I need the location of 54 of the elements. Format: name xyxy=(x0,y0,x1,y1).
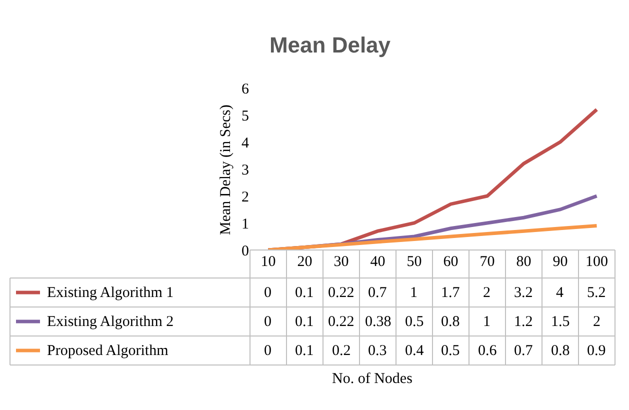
x-tick-label: 30 xyxy=(334,254,349,270)
data-label: 0 xyxy=(264,314,272,330)
data-label: 0 xyxy=(264,285,272,301)
data-label: 1 xyxy=(410,285,418,301)
data-label: 0.1 xyxy=(295,314,314,330)
x-tick-label: 60 xyxy=(443,254,458,270)
line-series xyxy=(266,224,598,250)
data-label: 0.4 xyxy=(405,343,424,359)
y-axis-title: Mean Delay (in Secs) xyxy=(218,104,234,235)
chart-title: Mean Delay xyxy=(269,32,392,58)
x-tick-label: 20 xyxy=(297,254,312,270)
data-label: 5.2 xyxy=(587,285,606,301)
data-label: 0.1 xyxy=(295,285,314,301)
x-tick-label: 50 xyxy=(406,254,422,270)
data-label: 0.3 xyxy=(368,343,387,359)
x-tick-label: 90 xyxy=(552,254,568,270)
y-tick-label: 2 xyxy=(242,189,249,206)
data-label: 0.5 xyxy=(441,343,460,359)
data-label: 0.9 xyxy=(587,343,606,359)
data-label: 0.22 xyxy=(328,314,354,330)
data-label: 0.1 xyxy=(295,343,314,359)
data-label: 0.5 xyxy=(405,314,424,330)
y-tick-label: 4 xyxy=(242,135,250,152)
x-tick-label: 70 xyxy=(480,254,495,270)
y-tick-label: 1 xyxy=(242,216,249,232)
legend-label: Existing Algorithm 1 xyxy=(47,285,174,301)
x-tick-label: 40 xyxy=(370,254,386,270)
x-tick-label: 100 xyxy=(586,254,608,270)
data-label: 0.8 xyxy=(441,314,460,330)
legend-label: Proposed Algorithm xyxy=(47,343,169,359)
data-label: 0.7 xyxy=(368,285,388,301)
data-label: 0 xyxy=(264,343,272,359)
data-label: 0.2 xyxy=(332,343,351,359)
y-tick-label: 3 xyxy=(242,162,249,178)
y-tick-label: 6 xyxy=(242,81,250,98)
x-tick-label: 80 xyxy=(516,254,532,270)
data-label: 1.5 xyxy=(551,314,570,330)
x-tick-label: 10 xyxy=(260,254,276,270)
data-label: 4 xyxy=(556,285,564,301)
data-label: 0.8 xyxy=(551,343,570,359)
data-label: 0.7 xyxy=(514,343,534,359)
data-label: 2 xyxy=(483,285,490,301)
y-tick-label: 0 xyxy=(242,243,249,260)
data-label: 2 xyxy=(593,314,600,330)
data-label: 0.38 xyxy=(365,314,392,330)
data-label: 1.2 xyxy=(514,314,533,330)
data-label: 0.22 xyxy=(328,285,354,301)
data-label: 3.2 xyxy=(514,285,533,301)
data-label: 1.7 xyxy=(441,285,460,301)
data-label: 0.6 xyxy=(478,343,498,359)
text: No. of Nodes xyxy=(332,371,413,387)
data-label: 1 xyxy=(483,314,490,330)
legend-label: Existing Algorithm 2 xyxy=(47,314,174,330)
y-tick-label: 5 xyxy=(242,108,249,124)
